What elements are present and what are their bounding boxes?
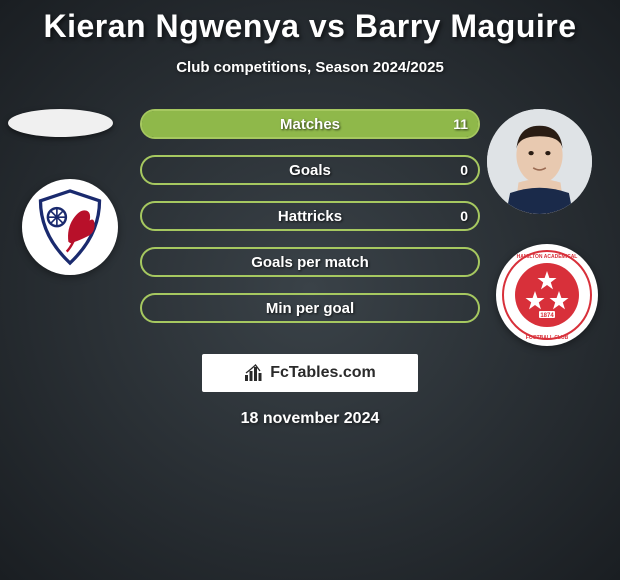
subtitle: Club competitions, Season 2024/2025 — [0, 59, 620, 76]
stat-value-right: 11 — [453, 111, 468, 137]
stat-row: Goals0 — [140, 155, 480, 185]
svg-text:1874: 1874 — [540, 313, 554, 319]
page-title: Kieran Ngwenya vs Barry Maguire — [0, 0, 620, 45]
date-text: 18 november 2024 — [0, 410, 620, 428]
stat-label: Goals per match — [142, 249, 478, 275]
stat-label: Matches — [142, 111, 478, 137]
player-left-avatar — [8, 109, 113, 137]
stat-label: Goals — [142, 157, 478, 183]
club-crest-icon: 1874 HAMILTON ACADEMICAL FOOTBALL CLUB — [497, 245, 597, 345]
stat-row: Matches11 — [140, 109, 480, 139]
svg-text:HAMILTON ACADEMICAL: HAMILTON ACADEMICAL — [517, 254, 578, 260]
barchart-icon — [244, 364, 264, 382]
svg-text:FOOTBALL CLUB: FOOTBALL CLUB — [526, 335, 569, 341]
stat-row: Goals per match — [140, 247, 480, 277]
stat-row: Min per goal — [140, 293, 480, 323]
club-logo-right: 1874 HAMILTON ACADEMICAL FOOTBALL CLUB — [496, 244, 598, 346]
branding-badge: FcTables.com — [202, 354, 418, 392]
player-right-avatar — [487, 109, 592, 214]
shield-icon — [29, 186, 111, 268]
stat-row: Hattricks0 — [140, 201, 480, 231]
stat-bars: Matches11Goals0Hattricks0Goals per match… — [140, 109, 480, 339]
club-logo-left — [22, 179, 118, 275]
stat-value-right: 0 — [460, 203, 468, 229]
stat-label: Hattricks — [142, 203, 478, 229]
stat-label: Min per goal — [142, 295, 478, 321]
stats-area: 1874 HAMILTON ACADEMICAL FOOTBALL CLUB M… — [0, 124, 620, 344]
face-icon — [487, 109, 592, 214]
comparison-card: Kieran Ngwenya vs Barry Maguire Club com… — [0, 0, 620, 580]
stat-value-right: 0 — [460, 157, 468, 183]
branding-text: FcTables.com — [270, 364, 376, 382]
